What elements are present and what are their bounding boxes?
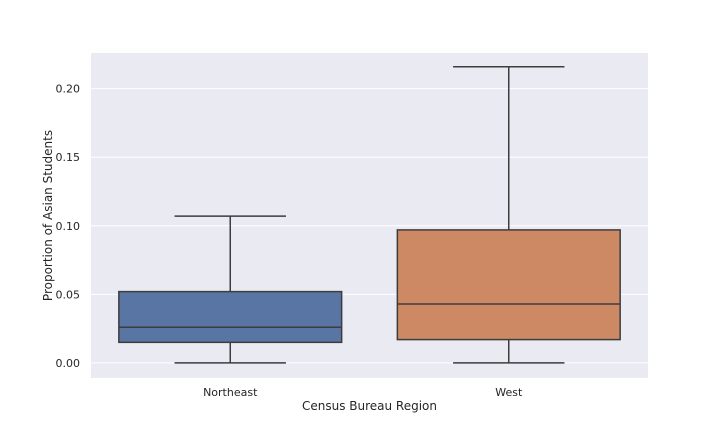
- iqr-box: [118, 290, 343, 344]
- x-tick-label: Northeast: [203, 386, 258, 399]
- box-west: [396, 65, 621, 364]
- y-axis-ticks: 0.00 0.05 0.10 0.15 0.20: [56, 83, 81, 370]
- y-tick-label: 0.15: [56, 151, 81, 164]
- y-tick-label: 0.10: [56, 220, 81, 233]
- x-axis-label: Census Bureau Region: [302, 399, 437, 413]
- y-tick-label: 0.00: [56, 357, 81, 370]
- x-axis-ticks: Northeast West: [203, 386, 523, 399]
- y-axis-label: Proportion of Asian Students: [41, 130, 55, 301]
- x-tick-label: West: [495, 386, 523, 399]
- y-tick-label: 0.20: [56, 83, 81, 96]
- boxes: [118, 65, 621, 364]
- box-northeast: [118, 215, 343, 364]
- y-tick-label: 0.05: [56, 288, 81, 301]
- iqr-box: [396, 229, 621, 341]
